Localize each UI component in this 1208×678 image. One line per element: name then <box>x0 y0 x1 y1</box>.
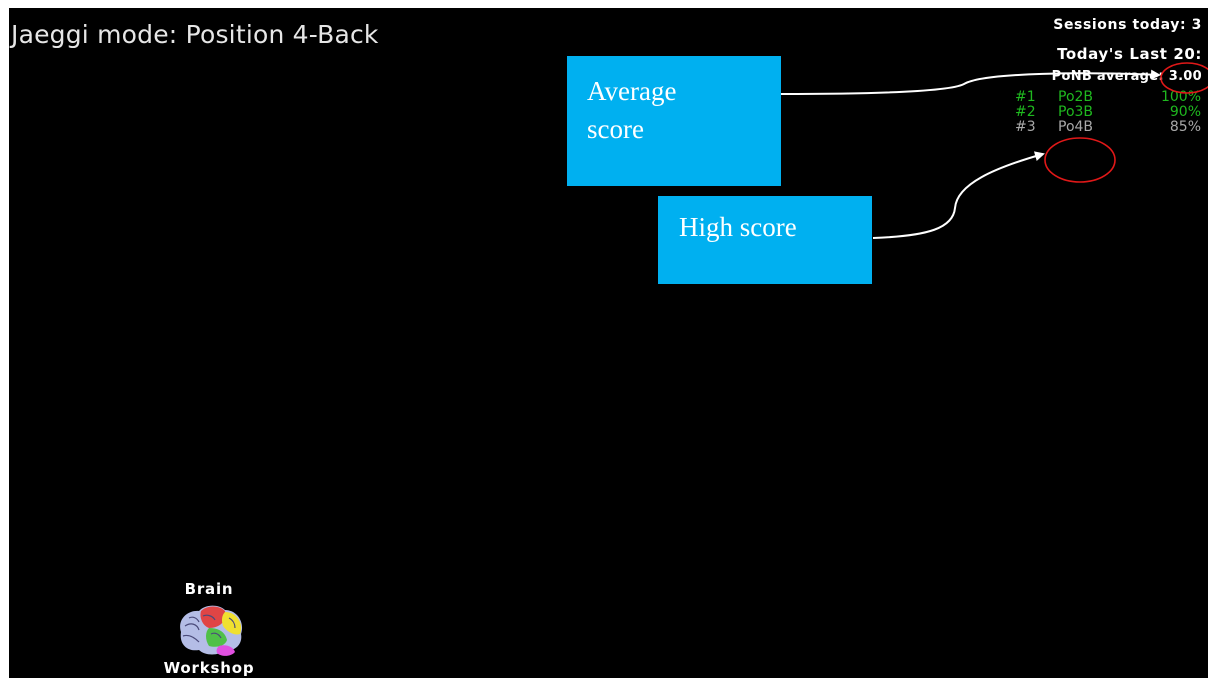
average-score-label: PoNB average: 3.00 <box>1051 69 1202 84</box>
high-score-callout: High score <box>658 196 872 284</box>
callout-line: Average <box>587 76 677 106</box>
logo-top-text: Brain <box>184 580 234 598</box>
score-rank: #1 <box>1015 89 1036 105</box>
high-score-callout-connector <box>872 151 1045 239</box>
callout-label: High score <box>679 212 797 242</box>
score-mode: Po3B <box>1058 104 1094 120</box>
callout-line: score <box>587 114 644 144</box>
game-screen: Jaeggi mode: Position 4-Back Sessions to… <box>9 8 1208 678</box>
score-rank: #2 <box>1015 104 1036 120</box>
score-mode: Po2B <box>1058 89 1094 105</box>
score-mode: Po4B <box>1058 119 1094 135</box>
todays-last-label: Today's Last 20: <box>1057 45 1202 63</box>
average-score-callout: Average score <box>567 56 781 186</box>
brain-workshop-logo: Brain Workshop <box>149 576 269 678</box>
sessions-today-label: Sessions today: 3 <box>1053 17 1202 33</box>
score-row: #3 Po4B 85% <box>9 120 1201 135</box>
score-percent: 90% <box>1169 104 1201 120</box>
mode-title: Jaeggi mode: Position 4-Back <box>11 20 379 49</box>
score-row: #2 Po3B 90% <box>9 105 1201 120</box>
score-rank: #3 <box>1015 119 1036 135</box>
high-score-highlight-ring <box>1044 137 1116 183</box>
logo-bottom-text: Workshop <box>163 659 255 677</box>
brain-icon <box>180 605 243 656</box>
score-percent: 85% <box>1169 119 1201 135</box>
score-percent: 100% <box>1160 89 1201 105</box>
